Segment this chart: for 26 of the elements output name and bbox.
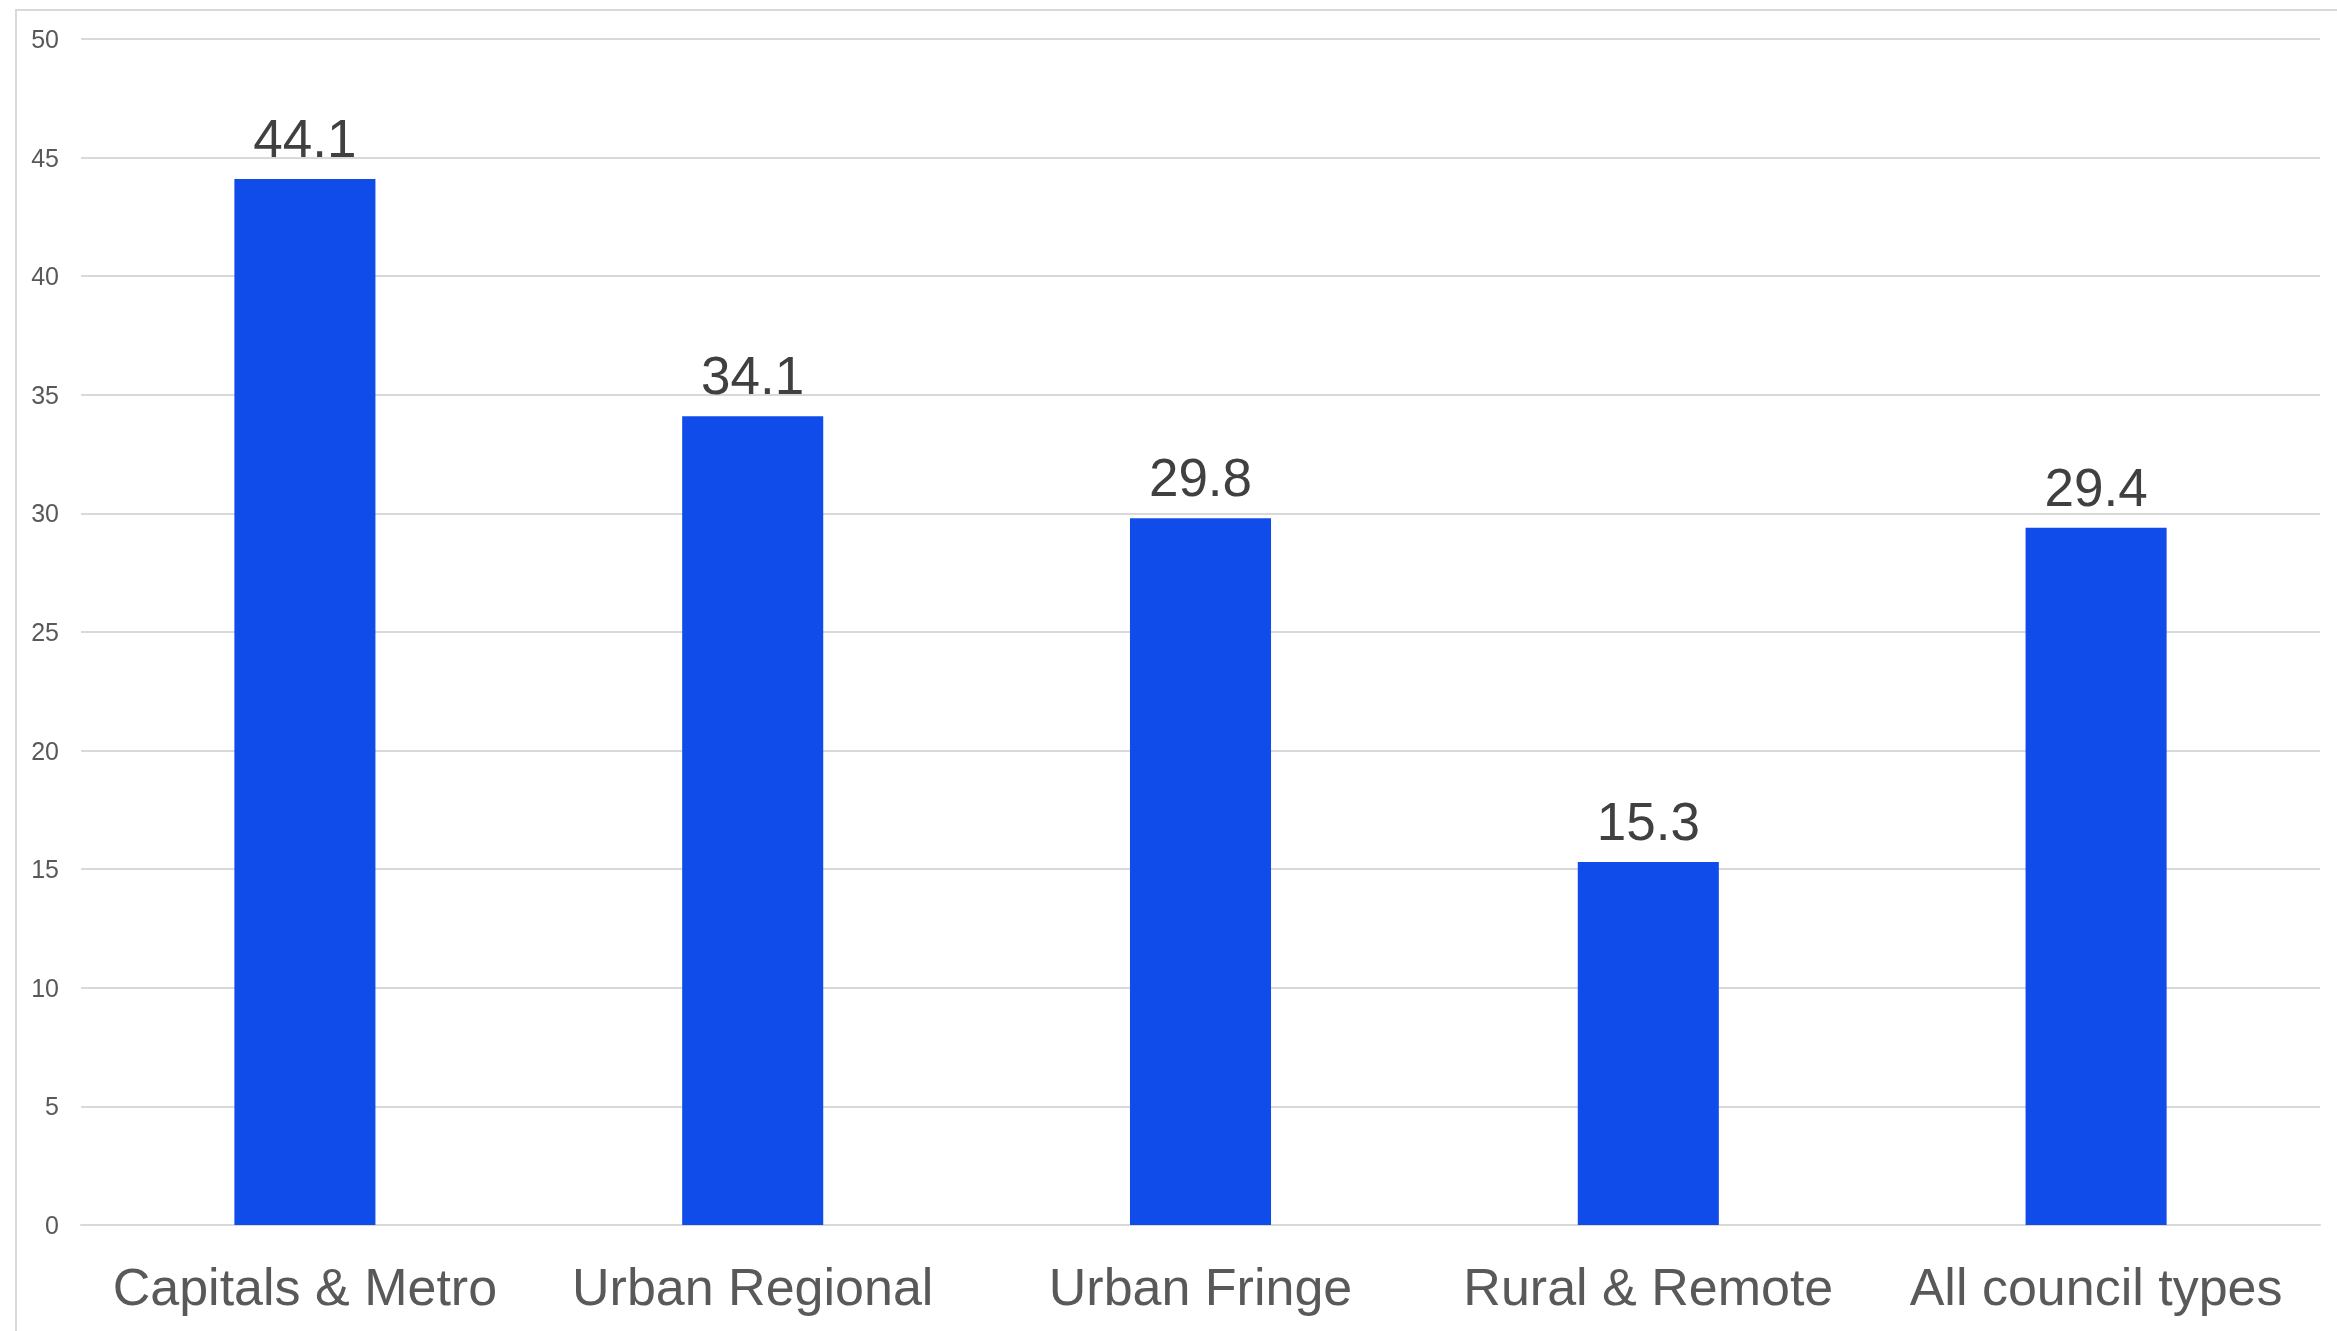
data-label: 15.3: [1596, 792, 1700, 852]
bar: [682, 416, 824, 1225]
y-tick-label: 25: [31, 618, 59, 646]
bar: [1129, 518, 1272, 1225]
bar: [2025, 527, 2167, 1225]
y-tick-label: 15: [31, 855, 59, 884]
y-tick-label: 5: [45, 1092, 59, 1121]
bar: [234, 178, 376, 1225]
data-label: 44.1: [253, 108, 357, 168]
y-tick-label: 50: [31, 25, 59, 53]
data-label: 34.1: [701, 346, 805, 406]
y-tick-label: 0: [45, 1211, 59, 1239]
y-tick-label: 10: [31, 973, 59, 1002]
y-tick-label: 35: [31, 380, 59, 409]
data-label: 29.4: [2044, 457, 2148, 517]
x-tick-label: Urban Regional: [572, 1258, 934, 1316]
y-tick-label: 45: [31, 143, 59, 172]
y-tick-label: 20: [31, 736, 59, 765]
x-tick-label: Capitals & Metro: [112, 1258, 498, 1316]
bar: [1577, 862, 1719, 1225]
x-tick-label: Urban Fringe: [1048, 1258, 1353, 1316]
data-label: 29.8: [1148, 448, 1253, 508]
y-tick-label: 40: [31, 262, 59, 291]
x-tick-label: Rural & Remote: [1463, 1258, 1834, 1316]
x-tick-label: All council types: [1909, 1258, 2283, 1316]
y-tick-label: 30: [31, 499, 59, 528]
